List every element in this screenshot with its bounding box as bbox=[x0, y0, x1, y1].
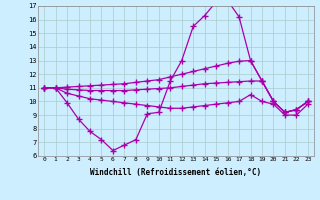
X-axis label: Windchill (Refroidissement éolien,°C): Windchill (Refroidissement éolien,°C) bbox=[91, 168, 261, 177]
